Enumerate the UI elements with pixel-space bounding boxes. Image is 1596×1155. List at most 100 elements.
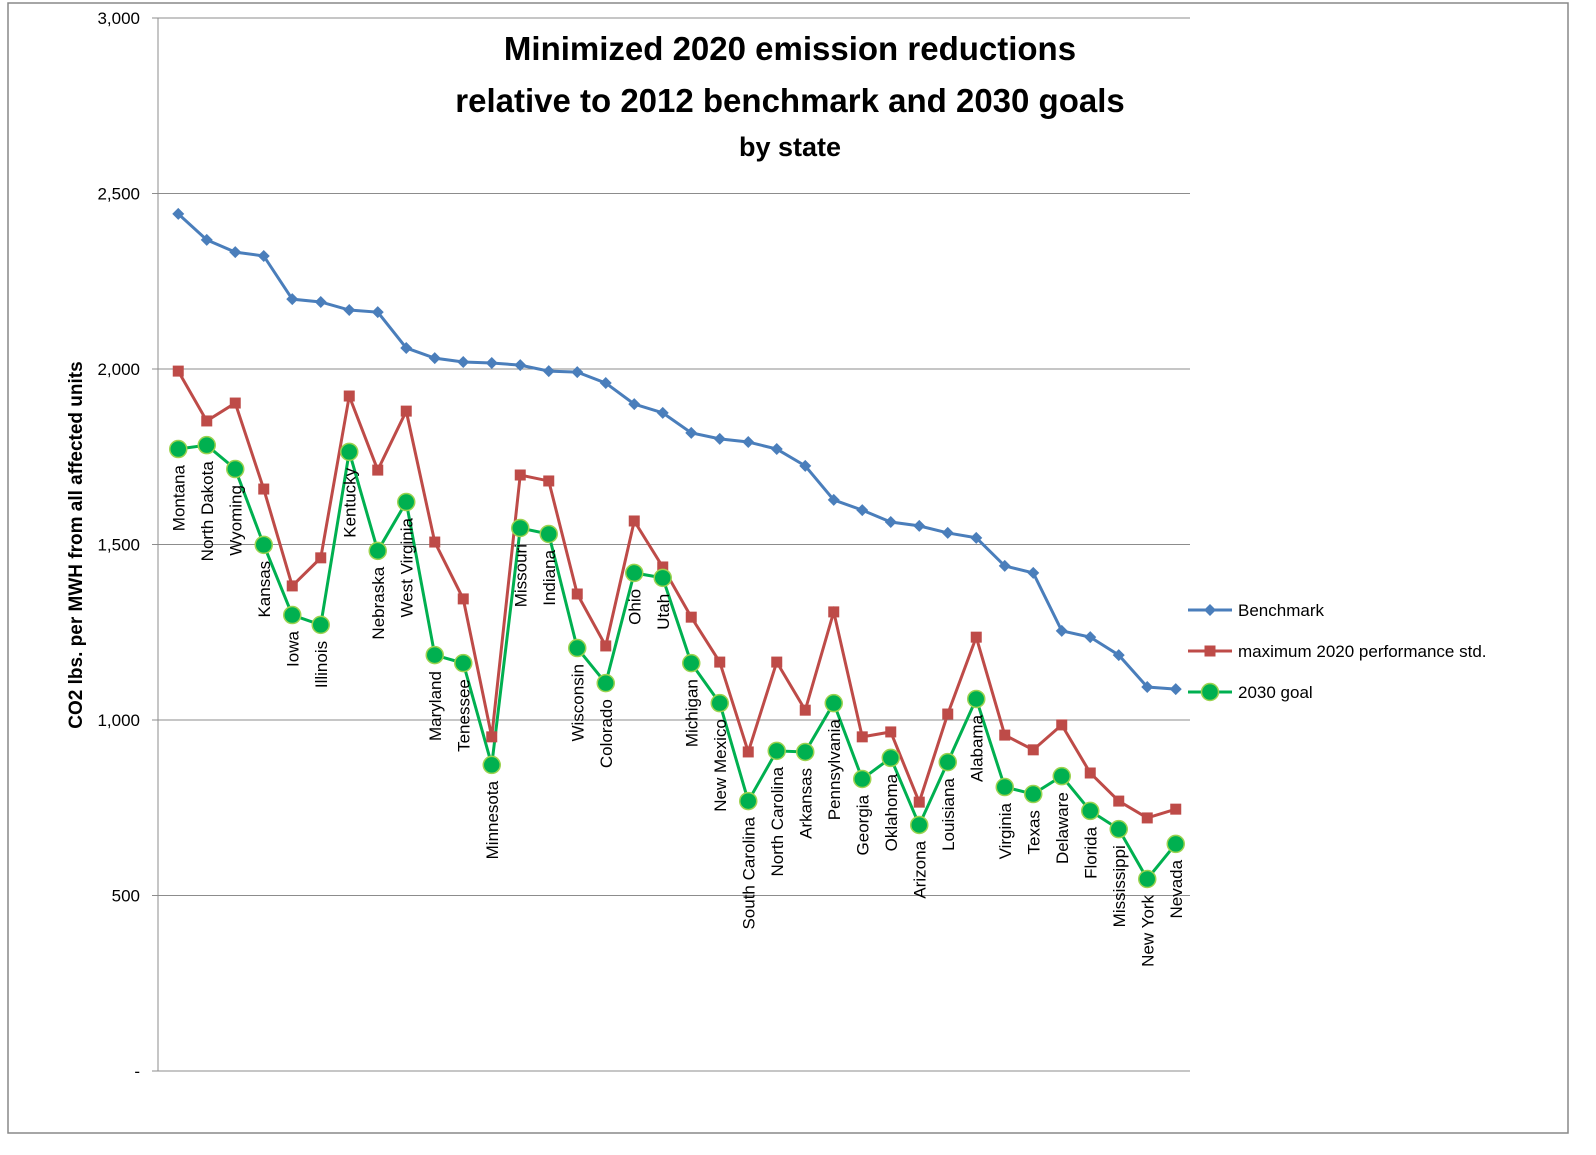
category-label: Wisconsin	[568, 664, 587, 741]
data-point	[485, 357, 498, 370]
data-point	[368, 541, 387, 561]
category-label: Oklahoma	[882, 773, 901, 851]
data-point	[539, 524, 558, 544]
data-point	[226, 459, 245, 479]
chart-title: relative to 2012 benchmark and 2030 goal…	[455, 82, 1125, 119]
data-point	[1109, 819, 1128, 839]
chart-subtitle: by state	[739, 132, 841, 162]
y-tick-label: 3,000	[97, 9, 140, 28]
category-label: West Virginia	[397, 517, 416, 617]
category-label: Michigan	[682, 679, 701, 747]
data-point	[400, 405, 412, 417]
data-point	[910, 815, 929, 835]
legend-label: maximum 2020 performance std.	[1238, 642, 1487, 661]
data-point	[200, 233, 213, 246]
data-point	[967, 689, 986, 709]
data-point	[1170, 803, 1182, 815]
data-point	[856, 504, 869, 517]
data-point	[514, 359, 527, 372]
data-point	[828, 606, 840, 618]
chart-frame	[7, 2, 1569, 1134]
data-point	[197, 435, 216, 455]
data-point	[710, 693, 729, 713]
category-label: Missouri	[511, 544, 530, 607]
category-label: Minnesota	[483, 780, 502, 859]
category-label: North Carolina	[768, 766, 787, 876]
data-point	[340, 442, 359, 462]
data-point	[599, 377, 612, 390]
data-point	[1056, 719, 1068, 731]
category-label: Louisiana	[939, 778, 958, 851]
data-point	[1027, 566, 1040, 579]
data-point	[571, 366, 584, 379]
data-point	[457, 355, 470, 368]
data-point	[454, 653, 473, 673]
data-point	[913, 519, 926, 532]
data-point	[827, 493, 840, 506]
data-point	[885, 726, 897, 738]
data-point	[482, 755, 501, 775]
data-point	[881, 748, 900, 768]
data-point	[1166, 834, 1185, 854]
y-tick-label: -	[134, 1062, 140, 1081]
data-point	[425, 645, 444, 665]
data-point	[970, 631, 982, 643]
category-label: Texas	[1024, 810, 1043, 854]
category-label: Tenessee	[454, 679, 473, 752]
data-point	[429, 536, 441, 548]
data-point	[1027, 744, 1039, 756]
y-tick-label: 1,000	[97, 711, 140, 730]
data-point	[596, 673, 615, 693]
data-point	[739, 791, 758, 811]
category-label: Montana	[169, 464, 188, 531]
data-point	[767, 741, 786, 761]
data-point	[1141, 681, 1154, 694]
data-point	[254, 535, 273, 555]
category-label: Arizona	[910, 840, 929, 898]
category-label: Ohio	[625, 589, 644, 625]
data-point	[1081, 801, 1100, 821]
data-point	[1169, 683, 1182, 696]
data-point	[995, 777, 1014, 797]
category-label: Arkansas	[796, 768, 815, 839]
category-label: North Dakota	[198, 461, 217, 562]
data-point	[229, 246, 242, 259]
data-point	[542, 365, 555, 378]
data-point	[229, 397, 241, 409]
category-label: New Mexico	[711, 719, 730, 812]
category-label: Nebraska	[369, 566, 388, 639]
data-point	[657, 561, 669, 573]
category-label: Iowa	[283, 631, 302, 667]
category-label: Virginia	[996, 802, 1015, 859]
data-point	[172, 207, 185, 220]
data-point	[799, 459, 812, 472]
data-point	[314, 295, 327, 308]
data-point	[628, 398, 641, 411]
data-point	[1141, 812, 1153, 824]
data-point	[568, 638, 587, 658]
data-point	[913, 796, 925, 808]
data-point	[714, 656, 726, 668]
data-point	[371, 306, 384, 319]
data-point	[543, 475, 555, 487]
data-point	[970, 531, 983, 544]
category-label: Nevada	[1167, 859, 1186, 918]
category-label: Alabama	[967, 714, 986, 782]
category-label: New York	[1138, 895, 1157, 967]
data-point	[343, 304, 356, 317]
data-point	[796, 742, 815, 762]
data-point	[1138, 869, 1157, 889]
y-tick-label: 1,500	[97, 536, 140, 555]
data-point	[457, 593, 469, 605]
data-point	[258, 483, 270, 495]
data-point	[1052, 766, 1071, 786]
data-point	[742, 436, 755, 449]
data-point	[315, 552, 327, 564]
category-label: Colorado	[597, 699, 616, 768]
legend-label: 2030 goal	[1238, 683, 1313, 702]
data-point	[998, 559, 1011, 572]
data-point	[656, 406, 669, 419]
category-label: Illinois	[312, 641, 331, 688]
legend-label: Benchmark	[1238, 601, 1324, 620]
data-point	[682, 653, 701, 673]
